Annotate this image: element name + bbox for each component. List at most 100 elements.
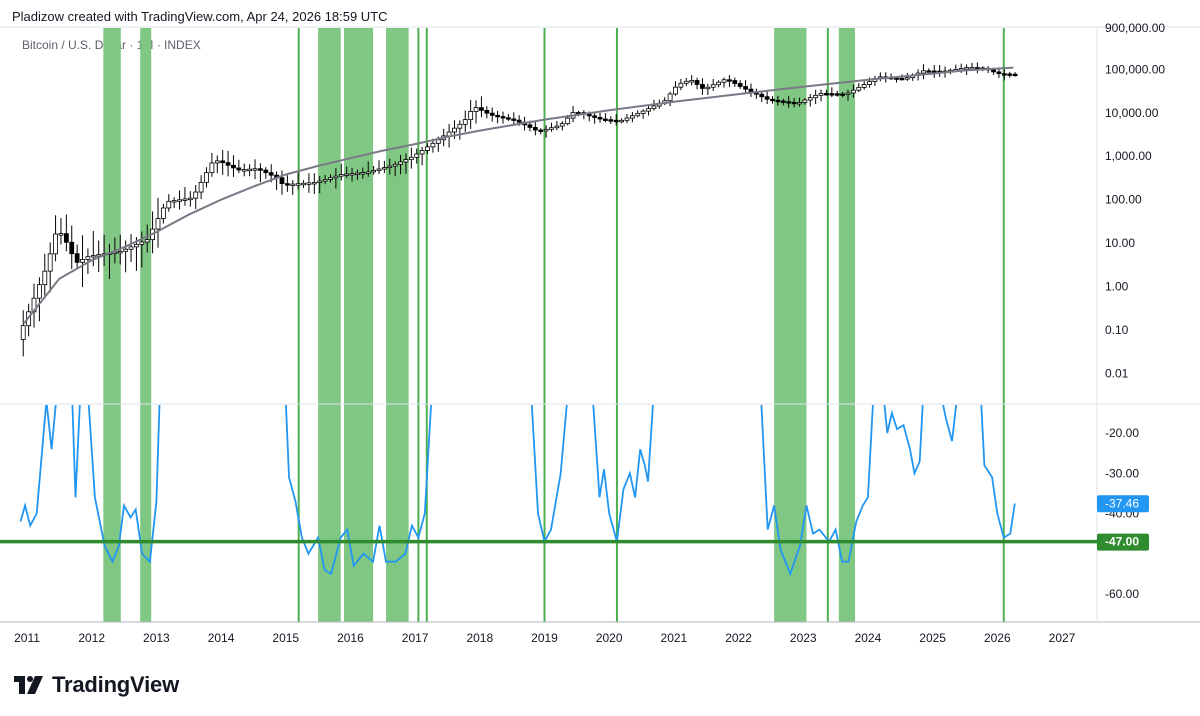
candle-body	[489, 112, 495, 116]
highlight-bands	[103, 28, 855, 622]
candle-body	[834, 93, 840, 96]
price-tick-label: 100,000.00	[1105, 62, 1165, 76]
candle-body	[96, 254, 102, 257]
candle-body	[258, 168, 263, 171]
candle-body	[160, 207, 166, 219]
time-tick-label: 2024	[855, 631, 882, 645]
candle-body	[732, 80, 738, 84]
time-tick-label: 2026	[984, 631, 1011, 645]
candle-body	[824, 93, 829, 96]
candle-body	[290, 183, 296, 186]
candle-body	[241, 169, 247, 172]
candle-body	[759, 93, 765, 98]
candle-body	[425, 146, 430, 151]
highlight-band	[774, 28, 807, 622]
candle-body	[635, 113, 641, 117]
candle-body	[538, 129, 544, 132]
candle-body	[473, 107, 479, 112]
candle-body	[710, 84, 716, 88]
candle-body	[678, 82, 684, 88]
candle-body	[58, 233, 64, 236]
candle-body	[236, 167, 242, 171]
candle-body	[780, 100, 786, 103]
candle-body	[20, 325, 26, 340]
candle-body	[705, 86, 711, 90]
candle-body	[268, 172, 274, 176]
chart-attribution: Pladizow created with TradingView.com, A…	[12, 9, 388, 24]
price-candles	[20, 62, 1018, 357]
candle-body	[619, 119, 624, 123]
candle-body	[716, 81, 722, 86]
oscillator-axis: -20.00-30.00-40.00-60.00-37.46-47.00	[1097, 426, 1149, 601]
candle-body	[177, 199, 182, 202]
threshold-label: -47.00	[1105, 535, 1139, 549]
candle-body	[829, 93, 835, 96]
candle-body	[187, 197, 193, 201]
tradingview-brand[interactable]: TradingView	[14, 672, 179, 698]
candle-body	[419, 150, 425, 155]
candle-body	[721, 79, 727, 83]
candle-body	[603, 118, 608, 121]
time-tick-label: 2018	[466, 631, 493, 645]
candle-body	[840, 93, 846, 96]
tradingview-wordmark: TradingView	[52, 672, 179, 697]
candle-body	[931, 70, 937, 73]
candle-body	[1001, 73, 1007, 76]
candle-body	[47, 253, 53, 272]
candle-body	[403, 159, 409, 163]
candle-body	[182, 198, 188, 201]
candle-body	[344, 173, 350, 176]
candle-body	[263, 169, 269, 174]
last-value-label: -37.46	[1105, 496, 1139, 510]
candle-body	[764, 96, 770, 100]
candle-body	[624, 117, 630, 121]
candle-body	[311, 182, 317, 185]
candle-body	[786, 101, 792, 104]
candle-body	[694, 80, 700, 85]
candle-body	[775, 99, 781, 103]
candle-body	[861, 84, 867, 88]
candle-body	[532, 127, 538, 131]
candle-body	[225, 162, 231, 166]
candle-body	[651, 105, 657, 110]
candle-body	[700, 84, 705, 89]
price-tick-label: 0.10	[1105, 323, 1129, 337]
highlight-band	[140, 28, 152, 622]
candle-body	[365, 171, 371, 174]
candle-body	[748, 88, 754, 93]
candle-body	[36, 284, 42, 299]
candle-body	[500, 116, 506, 119]
time-tick-label: 2016	[337, 631, 364, 645]
candle-body	[597, 117, 603, 120]
highlight-band	[318, 28, 341, 622]
candle-body	[387, 165, 393, 169]
oscillator-tick-label: -20.00	[1105, 426, 1139, 440]
candle-body	[128, 246, 134, 250]
time-tick-label: 2013	[143, 631, 170, 645]
candle-body	[613, 119, 619, 123]
candle-body	[813, 94, 819, 99]
candle-body	[969, 67, 975, 70]
candle-body	[468, 111, 474, 121]
candle-body	[381, 167, 387, 170]
highlight-band	[386, 28, 409, 622]
candle-body	[818, 93, 824, 96]
candle-body	[1012, 73, 1018, 77]
candle-body	[85, 256, 91, 260]
time-tick-label: 2017	[402, 631, 429, 645]
candle-body	[807, 97, 813, 101]
candle-body	[306, 182, 312, 185]
candle-body	[117, 250, 123, 254]
candle-body	[640, 110, 646, 114]
candle-body	[726, 79, 732, 82]
candle-body	[247, 168, 253, 172]
candle-body	[231, 164, 236, 169]
candle-body	[139, 241, 145, 245]
price-axis: 900,000.00 100,000.00 10,000.00 1,000.00 100…	[1105, 21, 1165, 380]
price-tick-label: 10,000.00	[1105, 106, 1159, 120]
candle-body	[209, 162, 215, 174]
candle-body	[42, 270, 48, 286]
price-tick-label: 900,000.00	[1105, 21, 1165, 35]
candle-body	[527, 124, 533, 128]
